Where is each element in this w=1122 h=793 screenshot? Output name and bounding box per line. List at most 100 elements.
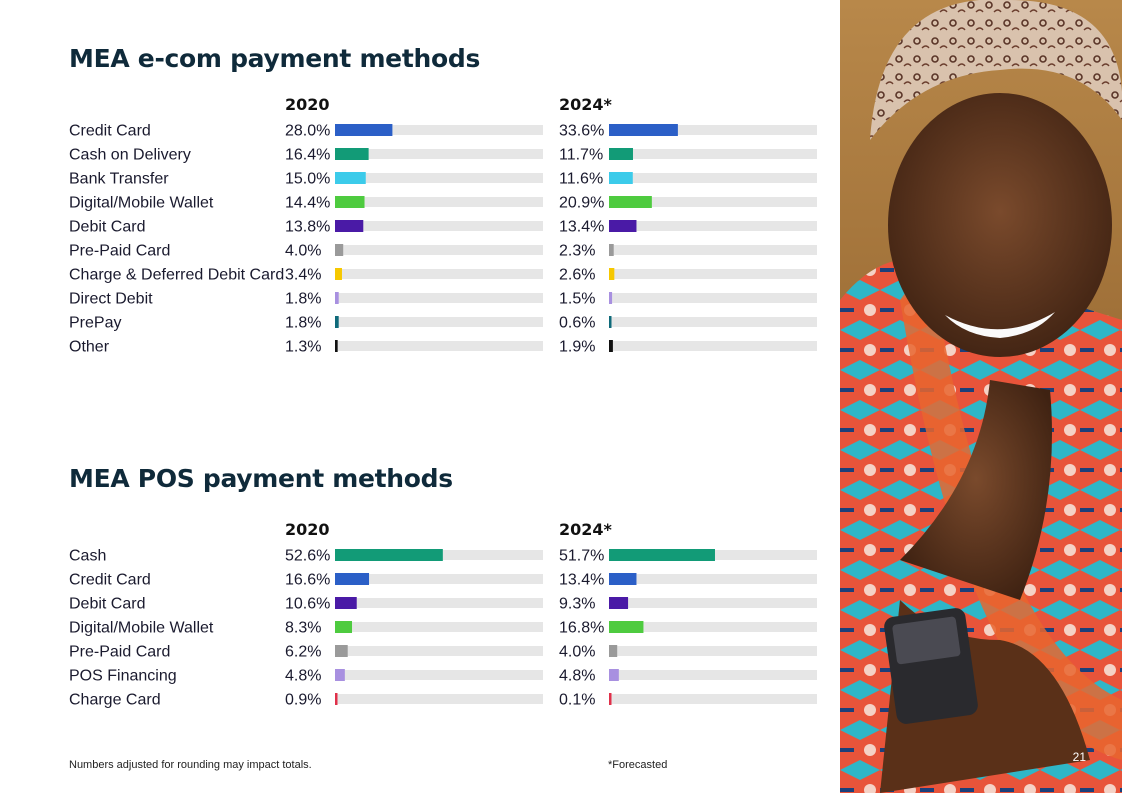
rounding-footnote: Numbers adjusted for rounding may impact… xyxy=(69,759,312,771)
ecom-bar-track xyxy=(335,173,543,183)
pos-value-label: 16.8% xyxy=(559,620,604,637)
ecom-category-label: Pre-Paid Card xyxy=(69,243,170,260)
ecom-category-label: Bank Transfer xyxy=(69,171,169,188)
ecom-value-label: 1.5% xyxy=(559,291,595,308)
ecom-value-label: 16.4% xyxy=(285,147,330,164)
ecom-category-label: Credit Card xyxy=(69,123,151,140)
pos-bar xyxy=(609,645,618,657)
pos-category-label: Debit Card xyxy=(69,596,145,613)
ecom-category-label: Digital/Mobile Wallet xyxy=(69,195,214,212)
ecom-value-label: 33.6% xyxy=(559,123,604,140)
ecom-value-label: 28.0% xyxy=(285,123,330,140)
ecom-bar xyxy=(335,172,366,184)
ecom-bar-track xyxy=(609,317,817,327)
pos-bar xyxy=(609,669,619,681)
ecom-bar-track xyxy=(335,197,543,207)
ecom-value-label: 15.0% xyxy=(285,171,330,188)
pos-value-label: 16.6% xyxy=(285,572,330,589)
ecom-bar xyxy=(335,244,344,256)
ecom-bar xyxy=(609,244,614,256)
pos-category-label: Digital/Mobile Wallet xyxy=(69,620,214,637)
ecom-value-label: 20.9% xyxy=(559,195,604,212)
pos-bar-track xyxy=(335,670,543,680)
ecom-value-label: 1.9% xyxy=(559,339,595,356)
ecom-bar xyxy=(609,124,678,136)
pos-bar-track xyxy=(609,646,817,656)
ecom-bar-chart: Credit Card 28.0% 33.6% Cash on Delivery 16.… xyxy=(69,123,817,356)
pos-period-2020: 2020 xyxy=(285,520,330,539)
pos-bar-track xyxy=(335,646,543,656)
pos-bar xyxy=(609,573,637,585)
ecom-value-label: 14.4% xyxy=(285,195,330,212)
pos-value-label: 9.3% xyxy=(559,596,595,613)
ecom-value-label: 2.3% xyxy=(559,243,595,260)
ecom-bar xyxy=(609,292,613,304)
ecom-period-2020: 2020 xyxy=(285,95,330,114)
ecom-bar xyxy=(609,268,615,280)
ecom-value-label: 11.6% xyxy=(559,171,603,188)
pos-value-label: 4.8% xyxy=(285,668,321,685)
pos-bar-track xyxy=(609,622,817,632)
ecom-bar-track xyxy=(335,245,543,255)
ecom-value-label: 3.4% xyxy=(285,267,321,284)
ecom-bar xyxy=(335,292,339,304)
ecom-bar-track xyxy=(335,317,543,327)
ecom-value-label: 1.8% xyxy=(285,315,321,332)
pos-bar-track xyxy=(609,574,817,584)
ecom-bar-track xyxy=(609,197,817,207)
ecom-chart-title: MEA e-com payment methods xyxy=(69,44,481,73)
pos-bar xyxy=(335,645,348,657)
forecast-footnote: *Forecasted xyxy=(608,759,668,771)
pos-chart-title: MEA POS payment methods xyxy=(69,464,453,493)
ecom-bar-track xyxy=(335,221,543,231)
pos-category-label: Pre-Paid Card xyxy=(69,644,170,661)
pos-value-label: 4.8% xyxy=(559,668,595,685)
ecom-category-label: Debit Card xyxy=(69,219,145,236)
ecom-bar xyxy=(335,148,369,160)
pos-bar-track xyxy=(335,622,543,632)
pos-value-label: 6.2% xyxy=(285,644,321,661)
pos-bar-chart: Cash 52.6% 51.7% Credit Card 16.6% 13.4% Debit… xyxy=(69,548,817,709)
ecom-bar xyxy=(335,316,339,328)
ecom-value-label: 13.8% xyxy=(285,219,330,236)
pos-bar-track xyxy=(609,670,817,680)
pos-bar xyxy=(609,621,644,633)
ecom-category-label: Direct Debit xyxy=(69,291,153,308)
ecom-bar xyxy=(609,148,633,160)
ecom-bar xyxy=(335,220,364,232)
pos-bar-track xyxy=(335,694,543,704)
ecom-value-label: 0.6% xyxy=(559,315,595,332)
pos-value-label: 0.1% xyxy=(559,692,595,709)
pos-value-label: 4.0% xyxy=(559,644,595,661)
ecom-category-label: PrePay xyxy=(69,315,121,332)
pos-bar xyxy=(335,549,443,561)
ecom-value-label: 1.3% xyxy=(285,339,321,356)
ecom-bar xyxy=(335,124,393,136)
ecom-bar-track xyxy=(609,149,817,159)
woman-with-phone-photo: 21 xyxy=(840,0,1122,793)
pos-bar-track xyxy=(335,598,543,608)
ecom-bar xyxy=(335,268,342,280)
ecom-value-label: 1.8% xyxy=(285,291,321,308)
pos-bar xyxy=(609,597,629,609)
ecom-value-label: 2.6% xyxy=(559,267,595,284)
ecom-bar-track xyxy=(609,125,817,135)
pos-period-2024: 2024* xyxy=(559,520,612,539)
pos-bar xyxy=(335,597,357,609)
pos-bar xyxy=(335,693,338,705)
ecom-bar-track xyxy=(609,293,817,303)
ecom-bar-track xyxy=(335,341,543,351)
ecom-category-label: Other xyxy=(69,339,110,356)
pos-category-label: Cash xyxy=(69,548,106,565)
ecom-bar-track xyxy=(609,341,817,351)
ecom-category-label: Cash on Delivery xyxy=(69,147,191,164)
pos-value-label: 13.4% xyxy=(559,572,604,589)
pos-bar xyxy=(335,621,353,633)
ecom-bar-track xyxy=(609,221,817,231)
pos-value-label: 10.6% xyxy=(285,596,330,613)
pos-value-label: 0.9% xyxy=(285,692,321,709)
pos-value-label: 8.3% xyxy=(285,620,321,637)
ecom-bar-track xyxy=(609,269,817,279)
ecom-bar-track xyxy=(335,269,543,279)
pos-value-label: 51.7% xyxy=(559,548,604,565)
